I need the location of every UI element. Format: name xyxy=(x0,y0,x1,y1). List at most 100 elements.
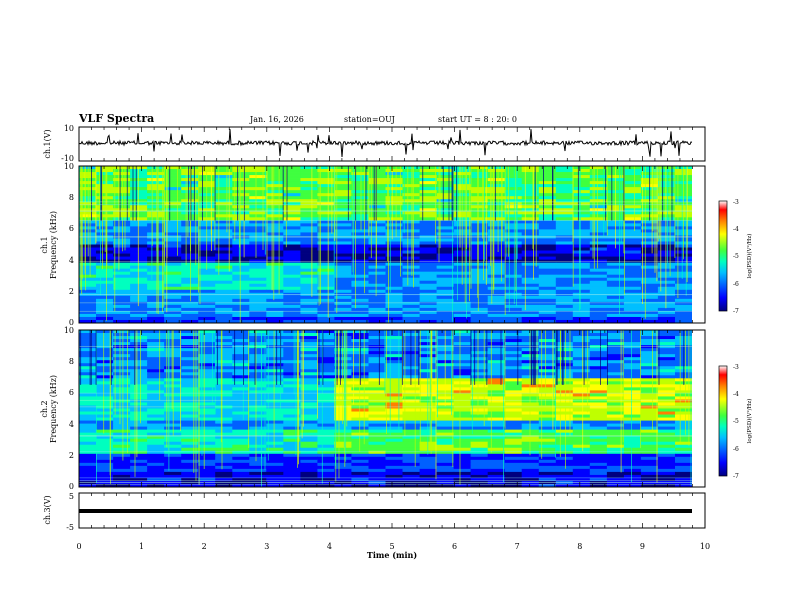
spectrogram-cell xyxy=(113,175,131,179)
spectrogram-cell xyxy=(266,181,284,185)
spectrogram-cell xyxy=(606,408,625,412)
spectrogram-cell xyxy=(419,432,438,437)
spectrogram-cell xyxy=(436,438,455,443)
spectrogram-cell xyxy=(164,244,182,248)
spectrogram-cell xyxy=(675,480,693,485)
spectrogram-cell xyxy=(419,298,438,303)
ch1-spectrogram-ticks xyxy=(78,166,706,323)
spectrogram-cell xyxy=(555,363,574,367)
spectrogram-cell xyxy=(249,411,267,415)
spectrogram-cell xyxy=(589,190,608,194)
spectrogram-cell xyxy=(368,181,387,185)
spectrogram-cell xyxy=(589,393,608,397)
spectrogram-cell xyxy=(470,199,489,203)
spectrogram-cell xyxy=(487,253,506,257)
spectrogram-cell xyxy=(351,271,369,276)
spectrogram-cell xyxy=(130,375,148,379)
spectrogram-cell xyxy=(334,441,352,446)
spectrogram-cell xyxy=(317,477,335,482)
spectrogram-cell xyxy=(181,456,199,461)
spectrogram-cell xyxy=(351,262,369,267)
spectrogram-cell xyxy=(453,348,472,352)
spectrogram-cell xyxy=(334,274,352,279)
spectrogram-cell xyxy=(334,301,352,306)
spectrogram-cell xyxy=(283,184,301,188)
spectrogram-cell xyxy=(402,169,421,173)
spectrogram-cell xyxy=(606,339,625,343)
spectrogram-cell xyxy=(232,414,250,418)
spectrogram-cell xyxy=(164,289,182,294)
spectrogram-cell xyxy=(589,253,608,257)
spectrogram-cell xyxy=(453,310,472,315)
spectrogram-cell xyxy=(334,459,352,464)
spectrogram-cell xyxy=(351,211,369,215)
spectrogram-cell xyxy=(300,247,318,251)
spectrogram-cell xyxy=(402,256,421,260)
spectrogram-cell xyxy=(453,342,472,346)
spectrogram-cell xyxy=(419,199,438,203)
spectrogram-cell xyxy=(147,274,165,279)
spectrogram-cell xyxy=(538,381,557,385)
spectrogram-cell xyxy=(266,172,284,176)
spectrogram-cell xyxy=(300,420,318,424)
spectrogram-cell xyxy=(487,289,506,294)
spectrogram-cell xyxy=(79,333,97,337)
spectrogram-cell xyxy=(521,187,540,191)
spectrogram-cell xyxy=(317,247,335,251)
spectrogram-cell xyxy=(300,396,318,400)
spectrogram-cell xyxy=(538,199,557,203)
spectrogram-cell xyxy=(266,480,284,485)
spectrogram-cell xyxy=(351,202,369,206)
spectrogram-cell xyxy=(317,319,335,324)
spectrogram-cell xyxy=(436,217,455,221)
spectrogram-cell xyxy=(249,444,267,449)
spectrogram-cell xyxy=(487,169,506,173)
spectrogram-cell xyxy=(215,220,233,224)
spectrogram-cell xyxy=(79,417,97,421)
spectrogram-cell xyxy=(334,289,352,294)
spectrogram-cell xyxy=(300,262,318,267)
spectrogram-cell xyxy=(232,232,250,236)
spectrogram-cell xyxy=(147,271,165,276)
spectrogram-cell xyxy=(368,247,387,251)
spectrogram-cell xyxy=(300,339,318,343)
spectrogram-cell xyxy=(606,369,625,373)
spectrogram-cell xyxy=(538,339,557,343)
spectrogram-cell xyxy=(334,307,352,312)
spectrogram-cell xyxy=(521,238,540,242)
spectrogram-cell xyxy=(402,190,421,194)
spectrogram-cell xyxy=(436,250,455,254)
x-axis-label: Time (min) xyxy=(367,550,417,560)
spectrogram-cell xyxy=(334,390,352,394)
spectrogram-cell xyxy=(181,262,199,267)
spectrogram-cell xyxy=(368,393,387,397)
spectrogram-cell xyxy=(351,402,369,406)
spectrogram-cell xyxy=(487,417,506,421)
spectrogram-cell xyxy=(419,274,438,279)
spectrogram-cell xyxy=(249,289,267,294)
spectrogram-cell xyxy=(675,447,693,452)
spectrogram-cell xyxy=(538,178,557,182)
spectrogram-cell xyxy=(487,181,506,185)
spectrogram-cell xyxy=(657,456,676,461)
spectrogram-cell xyxy=(538,375,557,379)
spectrogram-cell xyxy=(317,339,335,343)
spectrogram-cell xyxy=(504,181,523,185)
spectrogram-cell xyxy=(317,342,335,346)
spectrogram-cell xyxy=(419,262,438,267)
spectrogram-cell xyxy=(470,223,489,227)
spectrogram-cell xyxy=(181,381,199,385)
spectrogram-cell xyxy=(640,435,659,440)
spectrogram-cell xyxy=(351,277,369,282)
spectrogram-cell xyxy=(572,369,591,373)
spectrogram-cell xyxy=(300,196,318,200)
spectrogram-cell xyxy=(521,396,540,400)
spectrogram-cell xyxy=(538,438,557,443)
spectrogram-cell xyxy=(572,301,591,306)
spectrogram-cell xyxy=(164,280,182,285)
spectrogram-cell xyxy=(470,414,489,418)
spectrogram-cell xyxy=(232,166,250,170)
spectrogram-cell xyxy=(351,447,369,452)
spectrogram-cell xyxy=(130,390,148,394)
spectrogram-cell xyxy=(96,253,114,257)
